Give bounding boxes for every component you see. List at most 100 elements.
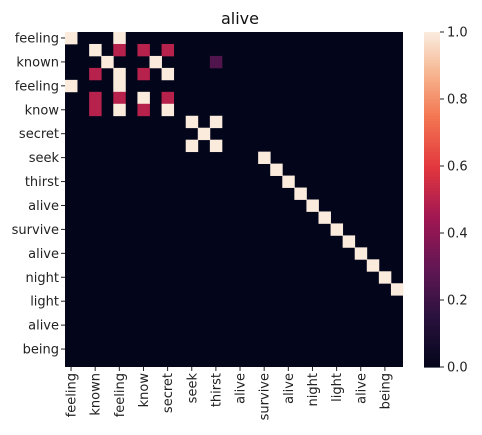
colorbar-tick-label: 0.0 [447,361,468,376]
colorbar-segment [424,126,440,131]
chart-title: alive [221,9,259,28]
colorbar-segment [424,255,440,259]
colorbar-segment [424,316,440,321]
heatmap-cell [113,32,126,45]
colorbar-segment [424,313,440,318]
colorbar-segment [424,99,440,103]
x-tick-label: feeling [65,373,80,417]
colorbar-segment [424,149,440,153]
heatmap-cell [209,55,223,69]
colorbar-segment [424,79,440,83]
heatmap-cell [197,127,211,141]
heatmap-cell [366,259,380,272]
colorbar-segment [424,101,440,106]
colorbar-segment [424,205,440,209]
colorbar-segment [424,358,440,363]
colorbar-segment [424,160,440,164]
colorbar-segment [424,32,440,36]
x-tick-label: secret [161,373,176,413]
heatmap-cell [101,55,114,69]
colorbar-segment [424,258,440,262]
y-tick-label: being [23,343,59,358]
colorbar-segment [424,110,440,114]
colorbar-segment [424,286,440,290]
colorbar-segment [424,146,440,150]
y-tick-label: night [26,271,59,286]
colorbar-segment [424,152,440,156]
colorbar-segment [424,355,440,360]
heatmap-cell [270,163,283,176]
y-tick-label: alive [28,199,59,214]
heatmap-cell [113,91,126,105]
colorbar-segment [424,210,440,215]
colorbar-segment [424,132,440,136]
colorbar-segment [424,188,440,192]
x-tick-label: light [330,373,345,402]
heatmap-cell [89,43,102,57]
y-tick-label: known [16,55,59,70]
colorbar-segment [424,274,440,279]
colorbar-segment [424,168,440,173]
colorbar-segment [424,166,440,170]
colorbar-tick-label: 0.2 [447,294,468,309]
colorbar-segment [424,104,440,108]
colorbar-segment [424,252,440,256]
colorbar-segment [424,118,440,122]
colorbar-segment [424,43,440,47]
colorbar-segment [424,246,440,251]
colorbar-segment [424,129,440,134]
colorbar-segment [424,107,440,111]
colorbar-tick-label: 0.4 [447,227,468,242]
colorbar-segment [424,233,440,237]
colorbar-segment [424,302,440,307]
y-tick-label: light [30,295,59,310]
colorbar-segment [424,34,440,39]
heatmap-cell [342,235,356,248]
colorbar-segment [424,319,440,323]
colorbar-segment [424,48,440,53]
heatmap-cell [306,199,319,212]
colorbar-segment [424,269,440,273]
y-tick-label: feeling [15,79,59,94]
colorbar-segment [424,244,440,248]
y-tick-label: seek [29,151,60,166]
colorbar-tick-label: 1.0 [447,26,468,41]
x-tick-labels: feeling known feeling know secret seek thirst a… [65,367,393,420]
colorbar-segment [424,82,440,86]
colorbar: 0.0 0.2 0.4 0.6 0.8 1.0 [424,26,468,376]
heatmap-cell [89,91,102,105]
colorbar-segment [424,330,440,335]
y-tick-label: know [25,103,60,118]
colorbar-segment [424,219,440,223]
colorbar-segment [424,87,440,92]
colorbar-segment [424,305,440,309]
colorbar-segment [424,202,440,206]
x-tick-label: night [306,373,321,406]
colorbar-segment [424,179,440,184]
colorbar-segment [424,37,440,41]
colorbar-segment [424,71,440,75]
colorbar-segment [424,238,440,242]
heatmap-cell [65,32,78,45]
heatmap-cell [161,67,175,81]
colorbar-segment [424,76,440,81]
colorbar-segment [424,174,440,178]
colorbar-segment [424,112,440,117]
colorbar-segment [424,85,440,89]
colorbar-segment [424,59,440,64]
heatmap-cell [89,103,102,117]
colorbar-segment [424,207,440,212]
heatmap-cell [149,55,162,69]
colorbar-segment [424,62,440,67]
colorbar-segment [424,235,440,240]
y-tick-label: thirst [25,175,59,190]
heatmap-cell [161,43,175,57]
x-tick-label: survive [258,373,273,420]
heatmap-cell [282,175,295,188]
colorbar-segment [424,224,440,229]
colorbar-segment [424,185,440,189]
heatmap-cell [161,91,175,105]
heatmap-cell [185,139,199,153]
colorbar-segment [424,96,440,100]
